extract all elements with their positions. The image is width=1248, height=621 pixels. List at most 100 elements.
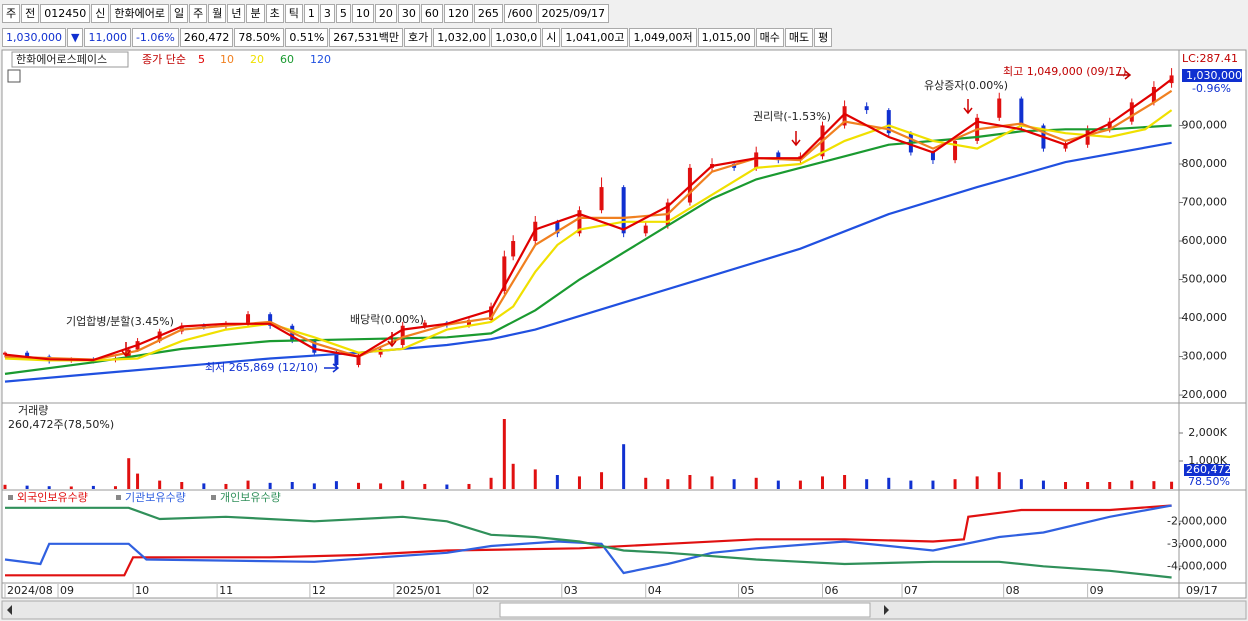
- toolbar-item[interactable]: 1,030,0: [491, 28, 542, 47]
- x-tick-label: 12: [312, 584, 326, 597]
- y-tick-label: 500,000: [1182, 273, 1228, 286]
- toolbar-item[interactable]: 한화에어로: [110, 4, 169, 23]
- legend-entry: 10: [220, 53, 234, 66]
- legend-entry: 20: [250, 53, 264, 66]
- candle-body: [400, 325, 405, 346]
- toolbar-item[interactable]: 78.50%: [234, 28, 285, 47]
- event-arrow: [121, 342, 131, 358]
- moving-average-line: [4, 109, 1173, 362]
- candle-body: [466, 319, 471, 325]
- legend-swatch: [211, 495, 216, 500]
- right-label: LC:287.41: [1182, 52, 1238, 65]
- toolbar-item[interactable]: 1,049,00저: [629, 28, 697, 47]
- candle-body: [1085, 129, 1090, 145]
- toolbar-item[interactable]: -1.06%: [131, 28, 179, 47]
- volume-bar: [136, 473, 140, 489]
- candle-body: [246, 314, 251, 324]
- toolbar-item[interactable]: 1: [303, 4, 319, 23]
- toolbar-item[interactable]: 2025/09/17: [537, 4, 609, 23]
- toolbar-item[interactable]: 20: [374, 4, 397, 23]
- toolbar-item[interactable]: 일: [169, 4, 189, 23]
- candle-body: [953, 140, 958, 161]
- toolbar-item[interactable]: 월: [208, 4, 227, 23]
- toolbar-item[interactable]: 호가: [404, 28, 433, 47]
- toolbar-item[interactable]: 평: [814, 28, 833, 47]
- legend-entry: 5: [198, 53, 205, 66]
- marker-arrow: [1116, 70, 1132, 80]
- toolbar-item[interactable]: 초: [265, 4, 284, 23]
- volume-bar: [843, 475, 847, 489]
- toolbar-item[interactable]: 1,015,00: [697, 28, 755, 47]
- y-tick-label: 900,000: [1182, 118, 1228, 131]
- volume-bar: [909, 480, 913, 489]
- volume-bar: [1130, 480, 1134, 489]
- toolbar-item[interactable]: 1,041,00고: [561, 28, 629, 47]
- volume-bar: [202, 483, 206, 489]
- toolbar-item[interactable]: 5: [335, 4, 351, 23]
- toolbar-item[interactable]: 틱: [284, 4, 303, 23]
- right-label: -0.96%: [1192, 82, 1231, 95]
- table-icon[interactable]: [7, 69, 21, 83]
- candle-body: [268, 314, 273, 326]
- y-tick-label: 700,000: [1182, 196, 1228, 209]
- x-tick-label: 03: [564, 584, 578, 597]
- legend-prefix: 종가 단순: [142, 53, 186, 66]
- candle-body: [886, 110, 891, 134]
- x-tick-label: 04: [648, 584, 662, 597]
- toolbar-item[interactable]: 매도: [784, 28, 814, 47]
- scroll-thumb[interactable]: [499, 602, 871, 618]
- toolbar-item[interactable]: 012450: [40, 4, 91, 23]
- moving-average-line: [4, 78, 1173, 362]
- toolbar-item[interactable]: 30: [397, 4, 420, 23]
- right-label: 78.50%: [1188, 475, 1230, 488]
- toolbar-item[interactable]: 0.51%: [285, 28, 329, 47]
- toolbar-item[interactable]: 전: [21, 4, 40, 23]
- candle-body: [356, 354, 361, 366]
- legend-box: [11, 51, 129, 68]
- toolbar-item[interactable]: 신: [91, 4, 110, 23]
- chart-title: 한화에어로스페이스: [16, 53, 107, 66]
- toolbar-item[interactable]: 267,531백만: [329, 28, 404, 47]
- x-tick-label: 08: [1006, 584, 1020, 597]
- volume-bar: [622, 444, 626, 489]
- annotation: 권리락(-1.53%): [753, 110, 831, 123]
- volume-bar: [754, 477, 758, 489]
- toolbar-item[interactable]: 주: [2, 4, 21, 23]
- volume-bar: [91, 485, 95, 489]
- toolbar-item[interactable]: 60: [420, 4, 443, 23]
- x-tick-label: 02: [475, 584, 489, 597]
- toolbar-item[interactable]: /600: [503, 4, 537, 23]
- toolbar-item[interactable]: 265: [473, 4, 503, 23]
- toolbar-item[interactable]: 분: [246, 4, 265, 23]
- toolbar-item[interactable]: 120: [443, 4, 473, 23]
- volume-bar: [423, 483, 427, 489]
- toolbar-item[interactable]: 시: [542, 28, 561, 47]
- toolbar-item[interactable]: 3: [319, 4, 335, 23]
- x-tick-label: 09: [1090, 584, 1104, 597]
- toolbar-item[interactable]: 10: [351, 4, 374, 23]
- panel-subtitle: 260,472주(78,50%): [8, 418, 114, 431]
- toolbar-item[interactable]: 1,030,000: [2, 28, 66, 47]
- value-box: [1184, 464, 1230, 476]
- right-label: 260,472: [1186, 463, 1232, 476]
- volume-bar: [1064, 482, 1068, 489]
- candle-body: [555, 221, 560, 234]
- candle-body: [511, 241, 516, 257]
- toolbar-item[interactable]: 매수: [755, 28, 784, 47]
- toolbar-item[interactable]: 260,472: [179, 28, 234, 47]
- candle-body: [864, 106, 869, 111]
- y-tick-label: 800,000: [1182, 157, 1228, 170]
- toolbar-item[interactable]: ▼: [66, 28, 84, 47]
- volume-bar: [577, 476, 581, 489]
- candle-body: [1063, 144, 1068, 149]
- price-box: [1182, 69, 1242, 82]
- toolbar-item[interactable]: 1,032,00: [433, 28, 491, 47]
- toolbar-item[interactable]: 년: [227, 4, 246, 23]
- right-label: 1,030,000: [1186, 69, 1242, 82]
- candle-body: [577, 210, 582, 234]
- volume-bar: [1152, 481, 1156, 489]
- toolbar-item[interactable]: 11,000: [84, 28, 131, 47]
- toolbar-item[interactable]: 주: [189, 4, 208, 23]
- candle-body: [842, 106, 847, 126]
- volume-bar: [511, 463, 515, 489]
